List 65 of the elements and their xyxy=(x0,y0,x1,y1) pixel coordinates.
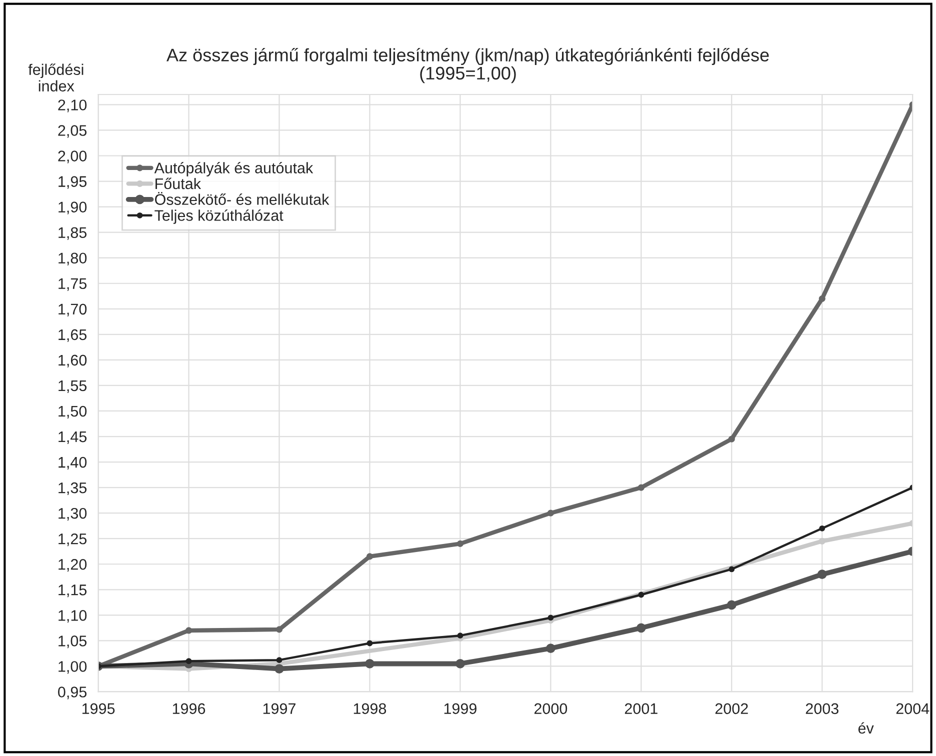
point xyxy=(818,538,826,544)
point xyxy=(366,640,373,646)
point xyxy=(456,540,464,548)
x-axis-title: év xyxy=(858,722,874,734)
point xyxy=(636,623,646,633)
y-tick-label: 1,50 xyxy=(58,406,87,418)
y-tick-label: 2,10 xyxy=(58,100,87,112)
y-tick-label: 1,75 xyxy=(58,278,87,291)
point xyxy=(817,570,827,580)
y-tick-label: 1,05 xyxy=(58,636,87,648)
point xyxy=(276,626,283,633)
point xyxy=(819,525,826,532)
point xyxy=(638,592,644,598)
point xyxy=(365,658,374,668)
y-tick-label: 1,55 xyxy=(58,380,87,393)
point xyxy=(274,664,284,674)
y-tick-label: 1,95 xyxy=(58,176,87,189)
y-tick-label: 1,00 xyxy=(58,661,87,674)
point xyxy=(728,436,735,442)
legend-label: Autópályák és autóutak xyxy=(154,162,314,176)
point xyxy=(456,658,465,668)
x-tick-label: 2003 xyxy=(806,703,838,714)
point xyxy=(728,566,735,572)
y-tick-label: 1,20 xyxy=(58,558,87,572)
point xyxy=(818,295,826,302)
legend-label: Főutak xyxy=(156,178,202,190)
legend-label: Összekötő- és mellékutak xyxy=(155,192,330,205)
y-tick-label: 1,85 xyxy=(58,227,87,240)
point xyxy=(638,484,644,491)
point xyxy=(366,553,374,560)
x-tick-label: 1996 xyxy=(172,703,206,714)
y-tick-label: 1,30 xyxy=(58,508,87,521)
x-tick-label: 2000 xyxy=(534,703,568,714)
point xyxy=(185,627,192,634)
y-tick-label: 1,60 xyxy=(58,354,87,368)
chart-title: Az összes jármű forgalmi teljesítmény (jkm/nap) útkategóriánkénti fejlődése (1995=1,00) xyxy=(166,48,769,84)
point xyxy=(186,658,192,664)
x-tick-label: 1997 xyxy=(263,703,296,714)
y-axis-title: fejlődési index xyxy=(28,64,84,92)
y-tick-label: 2,00 xyxy=(58,150,87,164)
x-tick-label: 1998 xyxy=(354,703,386,714)
legend-label: Teljes közúthálózat xyxy=(154,209,284,224)
point xyxy=(726,600,736,610)
y-tick-label: 1,45 xyxy=(58,432,87,444)
y-tick-label: 1,90 xyxy=(58,202,87,214)
point xyxy=(457,632,464,639)
point xyxy=(547,510,554,516)
y-tick-label: 0,95 xyxy=(58,686,87,700)
y-tick-label: 1,10 xyxy=(58,610,87,623)
x-tick-label: 1999 xyxy=(444,703,476,714)
x-tick-label: 1995 xyxy=(82,703,115,714)
x-tick-label: 2004 xyxy=(896,703,930,714)
point xyxy=(548,614,554,621)
y-tick-label: 2,05 xyxy=(58,125,87,138)
y-tick-label: 1,80 xyxy=(58,252,87,266)
point xyxy=(276,657,282,664)
y-tick-label: 1,65 xyxy=(58,329,87,342)
y-tick-label: 1,35 xyxy=(58,482,87,496)
x-tick-label: 2002 xyxy=(715,703,748,714)
y-tick-label: 1,40 xyxy=(58,456,87,470)
y-tick-label: 1,15 xyxy=(58,584,87,598)
point xyxy=(546,644,556,654)
y-tick-label: 1,25 xyxy=(58,533,87,546)
y-tick-label: 1,70 xyxy=(58,304,87,316)
x-tick-label: 2001 xyxy=(624,703,658,714)
